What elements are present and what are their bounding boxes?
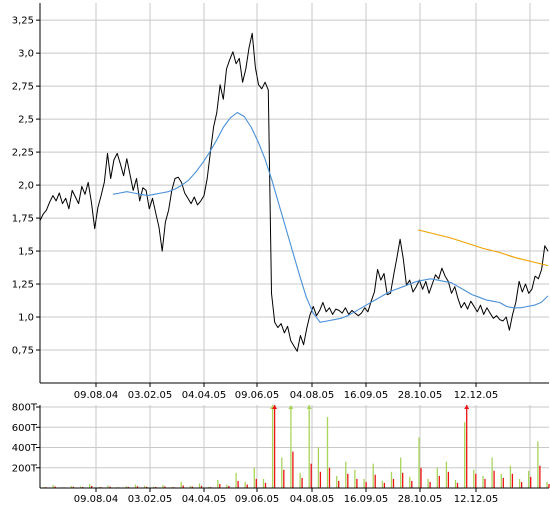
main-xtick-label: 12.12.05	[454, 390, 499, 401]
vol-ytick-label: 800T	[12, 403, 38, 414]
volume-bars-group	[43, 405, 550, 488]
main-ytick-label: 2,25	[12, 148, 34, 159]
main-xtick-label: 09.08.04	[74, 390, 119, 401]
main-ytick-label: 1,0	[18, 313, 34, 324]
main-ytick-label: 2,75	[12, 82, 34, 93]
price-series-2	[417, 229, 549, 267]
main-xtick-label: 04.08.05	[290, 390, 335, 401]
axes	[36, 3, 549, 492]
vol-ytick-label: 200T	[12, 463, 38, 474]
main-ytick-label: 0,75	[12, 346, 34, 357]
volume-overflow-arrow	[288, 405, 294, 409]
vol-ytick-label: 400T	[12, 443, 38, 454]
vol-xtick-label: 04.04.05	[182, 494, 227, 505]
main-xtick-label: 04.04.05	[182, 390, 227, 401]
price-series-1	[112, 111, 549, 323]
vol-xtick-label: 04.08.05	[290, 494, 335, 505]
volume-overflow-arrow	[306, 405, 312, 409]
vol-xtick-label: 16.09.05	[344, 494, 389, 505]
main-xtick-label: 09.06.05	[235, 390, 280, 401]
main-xtick-label: 16.09.05	[344, 390, 389, 401]
vol-xtick-label: 09.06.05	[235, 494, 280, 505]
tick-labels: 0,75 1,0 1,25 1,5 1,75 2,0 2,25 2,5 2,75 3,0 3,25 0…	[12, 16, 499, 505]
vol-xtick-label: 28.10.05	[398, 494, 443, 505]
volume-overflow-arrow	[272, 405, 278, 409]
vol-xtick-label: 03.02.05	[128, 494, 173, 505]
vol-xtick-label: 12.12.05	[454, 494, 499, 505]
main-xtick-label: 03.02.05	[128, 390, 173, 401]
price-series-0	[39, 32, 549, 352]
main-xtick-label: 28.10.05	[398, 390, 443, 401]
main-ytick-label: 2,5	[18, 115, 34, 126]
main-ytick-label: 1,5	[18, 247, 34, 258]
price-series-group	[39, 32, 549, 352]
grid	[39, 3, 549, 488]
main-ytick-label: 3,25	[12, 16, 34, 27]
main-ytick-label: 1,25	[12, 280, 34, 291]
vol-xtick-label: 09.08.04	[74, 494, 119, 505]
main-ytick-label: 2,0	[18, 181, 34, 192]
main-ytick-label: 3,0	[18, 49, 34, 60]
main-ytick-label: 1,75	[12, 214, 34, 225]
vol-ytick-label: 600T	[12, 423, 38, 434]
volume-overflow-arrow	[464, 405, 470, 409]
